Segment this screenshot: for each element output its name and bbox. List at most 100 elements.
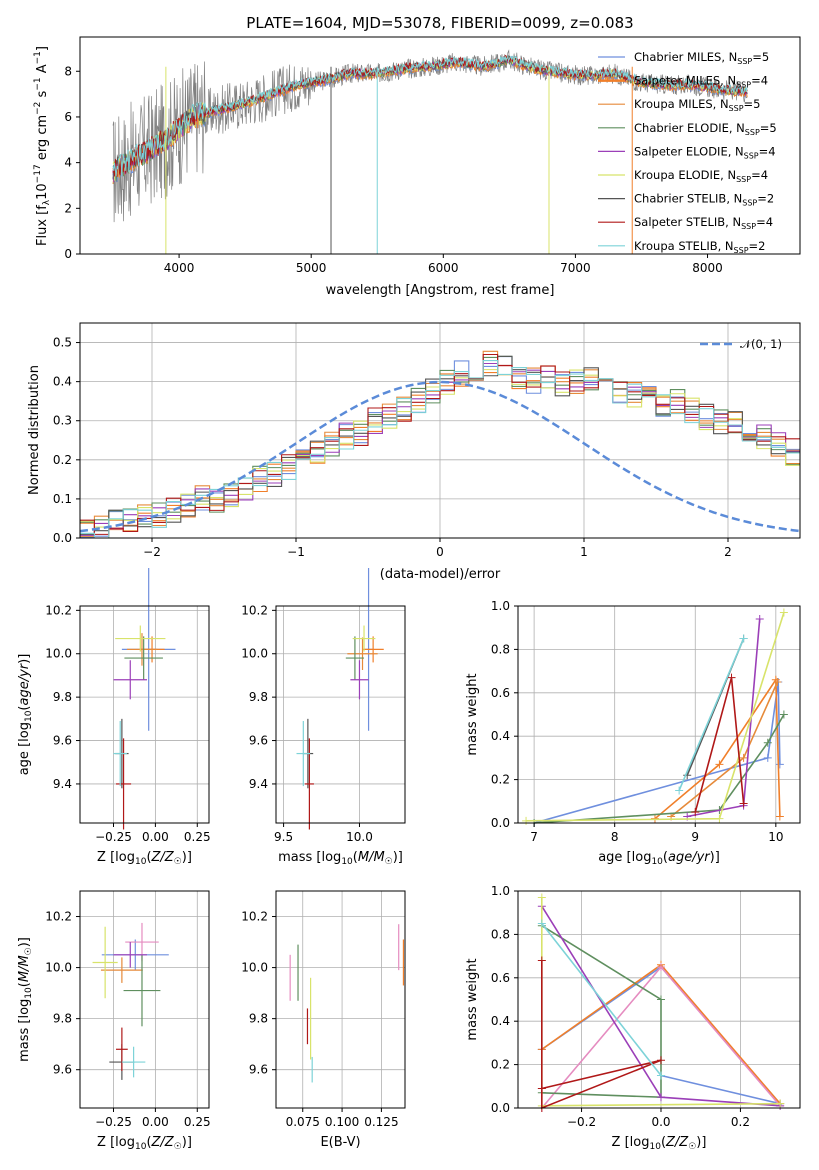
y-tick-label: 9.8 — [53, 1012, 72, 1026]
axes-frame — [79, 605, 210, 824]
legend-entry: Kroupa ELODIE, NSSP=4 — [634, 168, 768, 184]
y-axis-label: mass [log10(M/M☉)] — [17, 937, 34, 1062]
y-tick-label: 10.2 — [45, 603, 72, 617]
x-tick-label: 0.075 — [286, 1115, 320, 1129]
weight-marker — [522, 816, 531, 825]
x-tick-label: 1 — [580, 545, 588, 559]
weight-marker — [656, 995, 665, 1004]
weight-marker — [656, 1056, 665, 1065]
x-tick-label: 0 — [436, 545, 444, 559]
y-tick-label: 10.0 — [45, 647, 72, 661]
residual-histogram — [79, 323, 801, 539]
weight-marker — [775, 760, 784, 769]
y-tick-label: 0.6 — [491, 971, 510, 985]
y-tick-label: 0.1 — [53, 492, 72, 506]
weight-marker — [763, 738, 772, 747]
legend-entry: Salpeter ELODIE, NSSP=4 — [634, 144, 776, 160]
weight-marker — [739, 753, 748, 762]
y-tick-label: 10.2 — [241, 910, 268, 924]
x-tick-label: −0.25 — [95, 1115, 132, 1129]
x-tick-label: 0.25 — [184, 1115, 211, 1129]
y-axis-label: mass weight — [465, 958, 480, 1040]
x-tick-label: 10 — [768, 830, 783, 844]
y-tick-label: 9.6 — [249, 734, 268, 748]
y-tick-label: 8 — [64, 64, 72, 78]
axes-frame — [275, 605, 406, 824]
legend-entry: Salpeter STELIB, NSSP=4 — [634, 215, 773, 231]
y-tick-label: 0.8 — [491, 927, 510, 941]
x-tick-label: 0.25 — [184, 830, 211, 844]
weight-marker — [775, 812, 784, 821]
weight-marker — [537, 919, 546, 928]
spectrum-plot — [112, 49, 748, 254]
legend-entry: Chabrier ELODIE, NSSP=5 — [634, 121, 777, 137]
weight-marker — [773, 677, 782, 686]
y-tick-label: 0.2 — [491, 773, 510, 787]
y-tick-label: 9.8 — [249, 690, 268, 704]
weight-marker — [779, 608, 788, 617]
y-tick-label: 2 — [64, 201, 72, 215]
weight-marker — [537, 1084, 546, 1093]
y-tick-label: 10.0 — [241, 961, 268, 975]
mass-vs-ebv-panel: 0.075 0.100 0.125 9.6 9.8 10.0 10.2 E(B-V) — [241, 890, 406, 1150]
weight-marker — [739, 799, 748, 808]
weight-marker — [715, 760, 724, 769]
y-tick-label: 0.4 — [491, 1014, 510, 1028]
y-tick-label: 0.2 — [491, 1058, 510, 1072]
axes-frame — [517, 605, 801, 824]
axes-frame — [275, 890, 406, 1109]
weight-marker — [739, 634, 748, 643]
x-tick-label: −1 — [287, 545, 305, 559]
x-tick-label: −0.25 — [95, 830, 132, 844]
spectrum-panel: 4000 5000 6000 7000 8000 0 2 4 6 8 wavelength [An… — [33, 36, 801, 298]
weight-marker — [675, 786, 684, 795]
x-tick-label: 10.0 — [346, 830, 373, 844]
y-tick-label: 9.4 — [53, 777, 72, 791]
x-tick-label: −2 — [143, 545, 161, 559]
weight-marker — [715, 814, 724, 823]
weight-line — [678, 638, 745, 791]
y-tick-label: 0.0 — [491, 1101, 510, 1115]
residual-histogram-step — [80, 360, 800, 539]
y-tick-label: 4 — [64, 156, 72, 170]
weight-vs-age-panel: 7 8 9 10 0.0 0.2 0.4 0.6 0.8 1.0 age [log10(age/yr… — [465, 599, 801, 867]
y-axis-label: age [log10(age/yr)] — [17, 654, 34, 776]
x-axis-label: mass [log10(M/M☉)] — [278, 850, 403, 867]
weight-marker — [537, 893, 546, 902]
weight-marker — [656, 962, 665, 971]
y-tick-label: 10.2 — [45, 910, 72, 924]
y-tick-label: 0.5 — [53, 336, 72, 350]
x-tick-label: 0.00 — [142, 1115, 169, 1129]
weight-line — [541, 923, 662, 1076]
x-tick-label: 5000 — [296, 261, 327, 275]
y-tick-label: 0.4 — [491, 729, 510, 743]
x-tick-label: −0.2 — [567, 1115, 596, 1129]
y-tick-label: 9.4 — [249, 777, 268, 791]
weight-vs-z-panel: −0.2 0.0 0.2 0.0 0.2 0.4 0.6 0.8 1.0 Z [log10(Z/Z… — [465, 884, 801, 1152]
y-tick-label: 0 — [64, 247, 72, 261]
spectrum-frame — [79, 36, 801, 255]
legend-entry: Chabrier STELIB, NSSP=2 — [634, 192, 774, 208]
x-axis-label: age [log10(age/yr)] — [598, 850, 720, 867]
x-tick-label: 2 — [724, 545, 732, 559]
x-tick-label: 7 — [530, 830, 538, 844]
y-tick-label: 1.0 — [491, 599, 510, 613]
y-axis-label: mass weight — [465, 673, 480, 755]
weight-marker — [763, 753, 772, 762]
spectrum-xlabel: wavelength [Angstrom, rest frame] — [326, 283, 555, 298]
weight-marker — [755, 615, 764, 624]
residual-legend: 𝒩(0, 1) — [700, 337, 782, 351]
residual-xlabel: (data-model)/error — [380, 567, 501, 582]
x-tick-label: 6000 — [428, 261, 459, 275]
y-tick-label: 9.6 — [53, 734, 72, 748]
weight-line — [540, 960, 662, 1110]
y-tick-label: 0.3 — [53, 414, 72, 428]
y-tick-label: 0.0 — [491, 816, 510, 830]
residual-histogram-step — [80, 353, 800, 535]
figure-title: PLATE=1604, MJD=53078, FIBERID=0099, z=0… — [246, 14, 633, 32]
x-tick-label: 9.5 — [274, 830, 293, 844]
spectrum-legend: Chabrier MILES, NSSP=5 Salpeter MILES, NS… — [598, 50, 777, 255]
x-tick-label: 4000 — [164, 261, 195, 275]
y-tick-label: 9.8 — [249, 1012, 268, 1026]
